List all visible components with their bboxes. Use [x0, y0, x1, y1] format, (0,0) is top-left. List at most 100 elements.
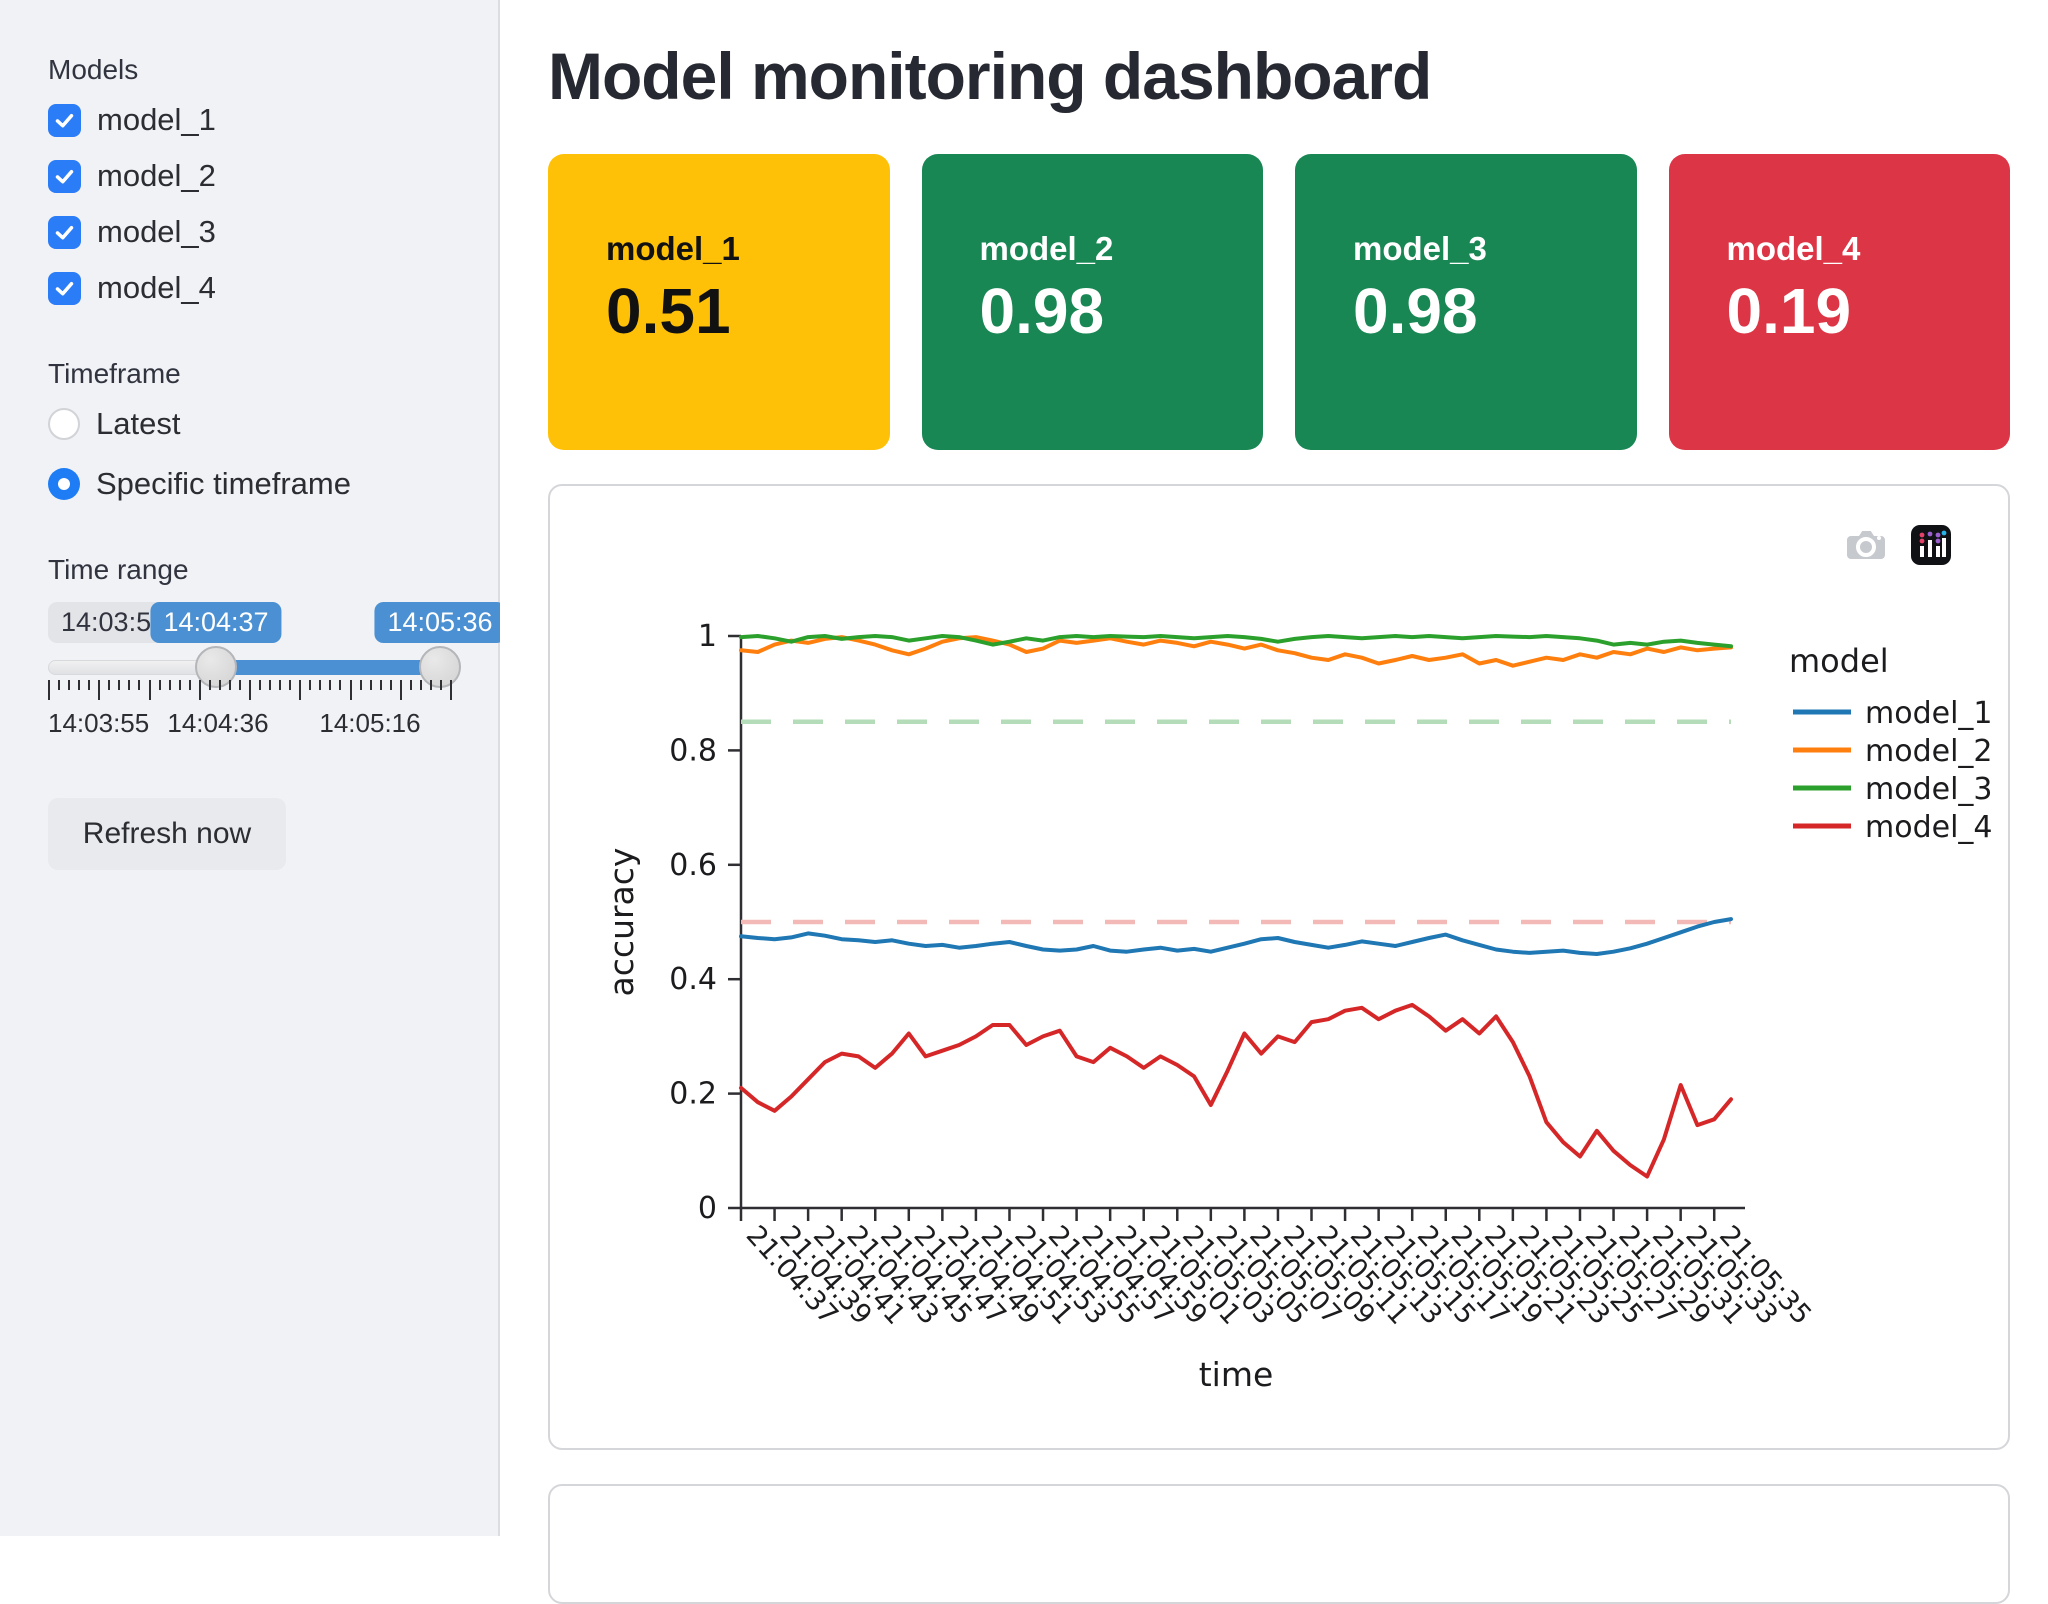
ruler-tick: [269, 680, 272, 690]
slider-start-value-badge: 14:04:37: [150, 602, 282, 643]
y-tick-label: 0.8: [669, 733, 717, 768]
ruler-tick: [118, 680, 121, 690]
slider-axis-label: 14:04:36: [167, 708, 269, 738]
checkbox-checked-icon: [48, 103, 81, 137]
ruler-tick: [349, 680, 352, 700]
checkbox-label: model_1: [97, 102, 216, 137]
ruler-tick: [88, 680, 91, 690]
ruler-tick: [48, 680, 50, 700]
y-axis-title: accuracy: [602, 848, 641, 997]
radio-circle-icon: [48, 468, 80, 500]
ruler-tick: [289, 680, 292, 690]
series-line-model_1: [739, 917, 1733, 956]
ruler-tick: [238, 680, 241, 690]
ruler-tick: [329, 680, 332, 690]
time-range-label: Time range: [48, 554, 189, 585]
metric-card-model-3: model_3 0.98: [1295, 154, 1637, 450]
ruler-tick: [168, 680, 171, 690]
metric-card-value: 0.19: [1726, 275, 1852, 347]
ruler-tick: [228, 680, 231, 690]
accuracy-line-chart: 00.20.40.60.8121:04:3721:04:3921:04:4121…: [602, 619, 1993, 1394]
ruler-tick: [399, 680, 402, 700]
y-tick-label: 0.4: [669, 962, 717, 997]
legend-entry-label: model_3: [1865, 772, 1993, 807]
metric-card-label: model_4: [1726, 230, 1861, 267]
checkbox-label: model_2: [97, 158, 216, 193]
ruler-tick: [98, 680, 101, 700]
radio-label: Latest: [96, 406, 181, 441]
legend-entry-model_2[interactable]: model_2: [1793, 734, 1993, 769]
ruler-tick: [339, 680, 342, 690]
ruler-tick: [58, 680, 61, 690]
metric-card-value: 0.98: [979, 275, 1105, 347]
metric-card-label: model_3: [1353, 230, 1487, 267]
ruler-tick: [359, 680, 362, 690]
metric-card-model-4: model_4 0.19: [1668, 154, 2010, 450]
ruler-tick: [208, 680, 211, 690]
ruler-tick: [198, 680, 201, 700]
ruler-tick: [429, 680, 432, 690]
checkbox-checked-icon: [48, 159, 81, 193]
ruler-tick: [218, 680, 221, 690]
legend-entry-model_4[interactable]: model_4: [1793, 810, 1993, 845]
y-tick-label: 0: [698, 1191, 717, 1226]
plotly-modebar: [1844, 524, 1952, 566]
metric-card-label: model_1: [606, 230, 740, 267]
ruler-tick: [259, 680, 262, 690]
refresh-now-button[interactable]: Refresh now: [48, 798, 286, 870]
checkbox-checked-icon: [48, 215, 81, 249]
slider-axis-label: 14:03:55: [48, 708, 150, 738]
metric-card-label: model_2: [979, 230, 1114, 267]
checkbox-model-4[interactable]: model_4: [48, 270, 450, 306]
timeframe-label: Timeframe: [48, 358, 181, 389]
metric-cards-row: model_1 0.51 model_2 0.98 model_3 0.98 m…: [548, 154, 2010, 450]
ruler-tick: [68, 680, 71, 690]
accuracy-chart-panel: 0 0.2 0.4 0.6 0.8 1 21:04:37 21:04:39 21:04:41 21…: [548, 484, 2010, 1450]
ruler-tick: [299, 680, 302, 700]
y-tick-label: 0.6: [669, 848, 717, 883]
slider-track-active[interactable]: [216, 660, 440, 675]
ruler-tick: [369, 680, 372, 690]
time-range-slider[interactable]: 14:03:55 14:04:37 14:05:36 14:03:55 14:0…: [48, 602, 506, 752]
ruler-tick: [148, 680, 151, 700]
series-line-model_4: [739, 1002, 1733, 1179]
legend-title: model: [1789, 642, 1889, 680]
checkbox-model-2[interactable]: model_2: [48, 158, 450, 194]
y-tick-label: 1: [698, 619, 717, 654]
ruler-tick: [178, 680, 181, 690]
slider-ruler: [48, 680, 452, 702]
ruler-tick: [379, 680, 382, 690]
camera-icon[interactable]: [1844, 524, 1886, 566]
checkbox-label: model_4: [97, 270, 216, 305]
y-tick-label: 0.2: [669, 1077, 717, 1112]
x-axis-title: time: [1199, 1355, 1274, 1394]
next-section-panel: [548, 1484, 2010, 1604]
checkbox-label: model_3: [97, 214, 216, 249]
ruler-tick: [78, 680, 81, 690]
ruler-tick: [108, 680, 111, 690]
legend-entry-model_1[interactable]: model_1: [1793, 696, 1993, 731]
ruler-tick: [279, 680, 282, 690]
checkbox-model-3[interactable]: model_3: [48, 214, 450, 250]
main-content: Model monitoring dashboard model_1 0.51 …: [500, 0, 2048, 1604]
ruler-tick: [419, 680, 422, 690]
ruler-tick: [450, 680, 452, 700]
sidebar: Models model_1 model_2 model_3 model_4 T…: [0, 0, 506, 1536]
checkbox-model-1[interactable]: model_1: [48, 102, 450, 138]
slider-axis-label: 14:05:16: [319, 708, 421, 738]
ruler-tick: [319, 680, 322, 690]
slider-handle-start[interactable]: [195, 646, 237, 688]
models-label: Models: [48, 54, 139, 85]
ruler-tick: [389, 680, 392, 690]
radio-label: Specific timeframe: [96, 466, 351, 501]
ruler-tick: [309, 680, 312, 690]
metric-card-value: 0.51: [606, 275, 731, 347]
plotly-logo-icon[interactable]: [1910, 524, 1952, 566]
ruler-tick: [128, 680, 131, 690]
radio-latest[interactable]: Latest: [48, 406, 450, 442]
legend-entry-model_3[interactable]: model_3: [1793, 772, 1993, 807]
radio-specific-timeframe[interactable]: Specific timeframe: [48, 466, 450, 502]
legend-entry-label: model_2: [1865, 734, 1993, 769]
ruler-tick: [188, 680, 191, 690]
legend-entry-label: model_4: [1865, 810, 1993, 845]
